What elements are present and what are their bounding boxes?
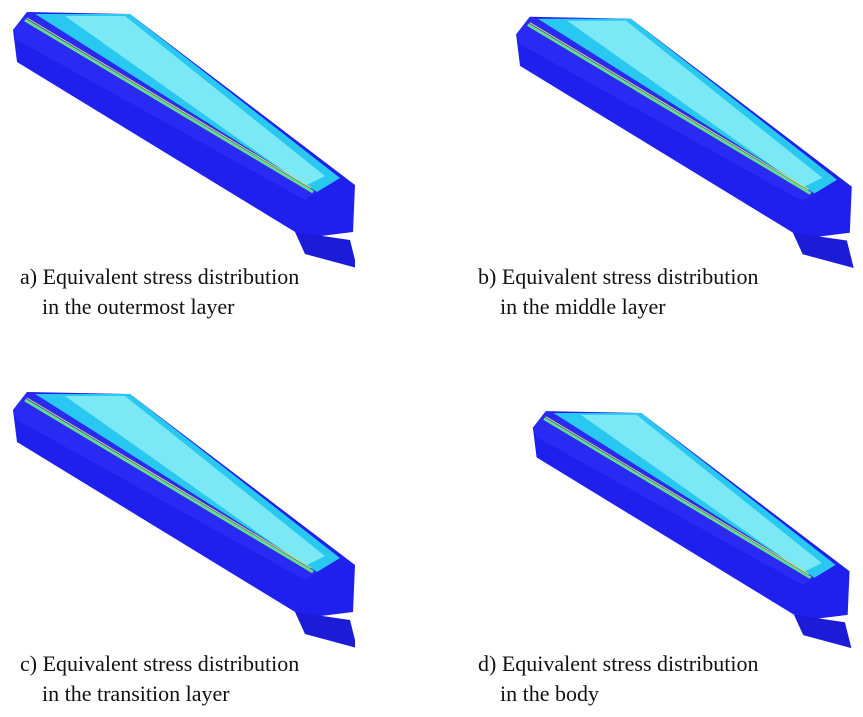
caption: a) Equivalent stress distribution: [20, 264, 299, 289]
caption: in the outermost layer: [42, 294, 235, 319]
panel-b: b) Equivalent stress distribution in the…: [478, 17, 854, 319]
caption: in the body: [500, 681, 599, 706]
caption: in the transition layer: [42, 681, 230, 706]
stress-image: [516, 17, 854, 268]
panel-d: d) Equivalent stress distribution in the…: [478, 411, 851, 706]
figure: a) Equivalent stress distribution in the…: [0, 0, 863, 717]
stress-image: [13, 12, 357, 268]
caption: b) Equivalent stress distribution: [478, 264, 758, 289]
stress-image: [13, 392, 357, 648]
caption: in the middle layer: [500, 294, 666, 319]
page: a) Equivalent stress distribution in the…: [0, 0, 863, 717]
panel-c: c) Equivalent stress distribution in the…: [13, 392, 357, 706]
caption: c) Equivalent stress distribution: [20, 651, 299, 676]
panel-a: a) Equivalent stress distribution in the…: [13, 12, 357, 319]
caption: d) Equivalent stress distribution: [478, 651, 758, 676]
stress-image: [533, 411, 852, 648]
